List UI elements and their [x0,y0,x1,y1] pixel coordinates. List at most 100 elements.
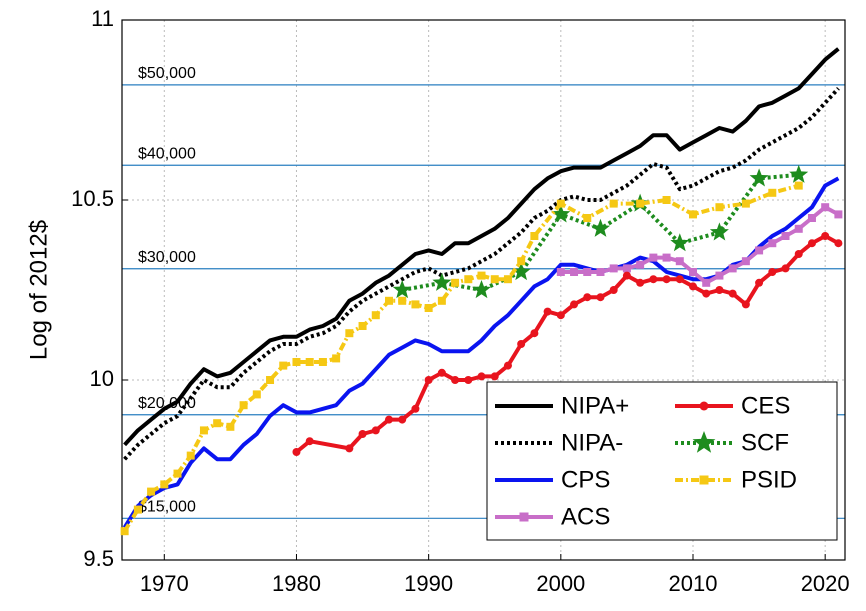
marker [794,181,803,190]
marker [768,239,777,248]
legend-label: NIPA- [561,429,623,456]
marker [292,358,301,366]
marker [794,224,803,233]
legend-marker [699,475,709,485]
marker [511,262,531,281]
marker [199,426,208,435]
marker [702,278,711,287]
marker [398,296,407,305]
marker [213,419,222,428]
marker [551,204,571,223]
marker [662,253,671,262]
marker [472,280,491,299]
legend-box [486,381,838,541]
marker [186,451,195,460]
y-tick-label: 11 [91,6,114,31]
legend-marker [519,512,529,522]
marker [432,272,452,291]
marker [464,275,473,284]
marker [332,354,341,363]
marker [279,361,288,370]
marker [133,505,142,514]
marker [688,268,697,276]
marker [411,300,420,309]
marker [305,437,314,446]
marker [451,278,460,287]
marker [781,264,790,273]
marker [556,311,565,320]
y-tick-label: 10.5 [71,186,114,211]
legend-label: CPS [561,466,610,493]
marker [728,289,737,298]
marker [789,164,809,183]
marker [636,260,645,269]
marker [358,322,367,330]
x-tick-label: 1970 [140,571,189,596]
marker [794,250,803,258]
marker [675,257,684,266]
series-line [295,234,840,454]
reference-label: $40,000 [138,145,196,162]
marker [715,271,724,280]
marker [688,210,697,219]
marker [543,307,552,316]
y-axis-label: Log of 2012$ [25,220,52,360]
marker [305,358,314,366]
marker [477,372,486,381]
legend-label: CES [741,392,790,419]
marker [715,286,724,294]
marker [358,430,367,438]
marker [345,444,354,453]
marker [556,199,565,208]
legend-label: ACS [561,503,610,530]
x-tick-label: 1990 [404,571,453,596]
marker [226,422,235,431]
marker [622,271,631,280]
marker [609,264,618,273]
marker [384,296,393,305]
marker [517,340,526,348]
y-tick-label: 9.5 [83,546,114,571]
marker [596,293,605,302]
marker [709,222,729,241]
marker [451,376,460,384]
reference-label: $50,000 [138,65,196,82]
marker [292,448,301,456]
marker [345,329,354,338]
marker [768,268,777,276]
marker [596,268,605,276]
marker [741,257,750,266]
marker [741,199,750,208]
marker [384,415,393,424]
x-tick-label: 2020 [801,571,850,596]
marker [160,480,169,489]
marker [622,264,631,273]
marker [266,376,275,384]
marker [464,376,473,384]
legend-label: NIPA+ [561,392,629,419]
marker [728,264,737,273]
marker [807,214,816,222]
marker [424,304,433,312]
marker [503,275,512,284]
marker [147,487,156,496]
marker [636,199,645,208]
marker [807,239,816,248]
legend-label: SCF [741,429,789,456]
reference-label: $15,000 [138,499,196,516]
legend-marker [692,431,716,453]
plot-frame [121,19,846,561]
marker [715,203,724,212]
marker [570,300,579,309]
marker [398,415,407,424]
marker [371,311,380,320]
marker [749,168,769,187]
marker [477,271,486,280]
marker [755,278,764,287]
marker [591,218,610,237]
marker [702,289,711,298]
marker [490,275,499,284]
reference-label: $30,000 [138,249,196,266]
